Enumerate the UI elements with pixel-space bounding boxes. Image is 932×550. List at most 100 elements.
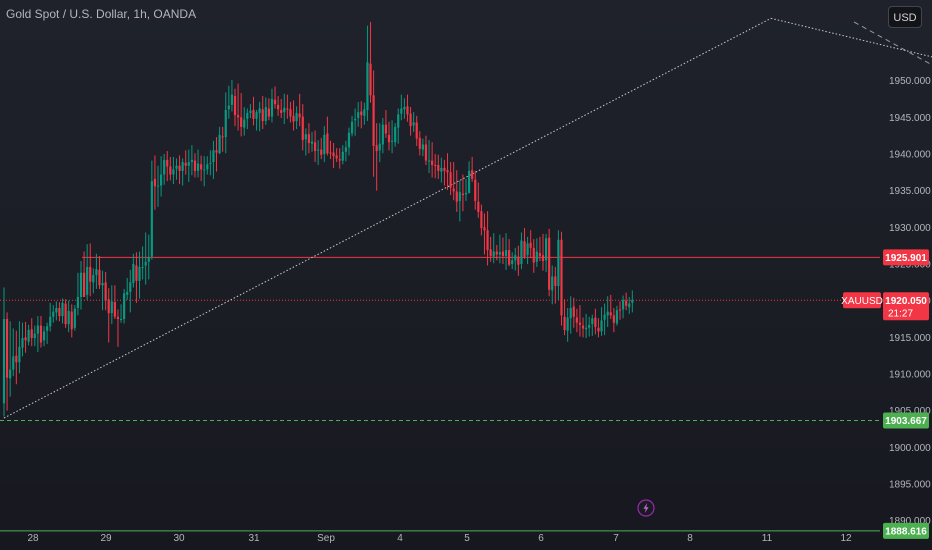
currency-button[interactable]: USD: [888, 6, 922, 28]
candle-body: [15, 356, 17, 363]
candle-body: [496, 252, 498, 255]
price-tag-label: 1903.667: [885, 416, 927, 427]
candle-body: [178, 166, 180, 171]
candle-body: [283, 108, 285, 112]
candle-body: [52, 312, 54, 317]
candle-body: [37, 326, 39, 334]
candle-body: [277, 105, 279, 109]
candle-body: [366, 62, 368, 110]
x-tick-label: 29: [100, 533, 112, 544]
candle-body: [169, 166, 171, 174]
candle-body: [428, 161, 430, 162]
candle-body: [622, 300, 624, 310]
candle-body: [28, 330, 30, 342]
candle-body: [388, 135, 390, 142]
candle-body: [591, 318, 593, 324]
candle-body: [163, 160, 165, 175]
symbol-tag-label: XAUUSD: [841, 296, 883, 307]
candle-body: [274, 100, 276, 104]
candle-body: [542, 255, 544, 261]
candle-body: [342, 152, 344, 161]
candle-body: [363, 109, 365, 116]
candle-body: [219, 135, 221, 153]
candle-body: [517, 257, 519, 265]
candle-body: [557, 240, 559, 286]
candle-body: [397, 114, 399, 127]
candle-body: [132, 264, 134, 283]
candle-body: [502, 252, 504, 256]
candle-body: [536, 252, 538, 262]
candle-body: [157, 186, 159, 187]
candle-body: [573, 307, 575, 317]
price-tag-label: 1925.901: [885, 253, 927, 264]
candle-body: [545, 238, 547, 260]
y-tick-label: 1900.000: [889, 443, 931, 454]
candle-body: [480, 211, 482, 228]
y-tick-label: 1895.000: [889, 480, 931, 491]
candle-body: [6, 319, 8, 378]
candles: [3, 22, 634, 417]
candle-body: [345, 147, 347, 151]
candle-body: [120, 319, 122, 320]
candle-body: [348, 133, 350, 148]
candle-body: [209, 163, 211, 164]
candle-body: [255, 112, 257, 119]
lightning-icon[interactable]: [638, 500, 654, 516]
x-tick-label: 7: [613, 533, 619, 544]
candle-body: [600, 320, 602, 331]
candle-body: [243, 120, 245, 128]
candle-body: [61, 303, 63, 316]
candle-body: [551, 276, 553, 290]
x-tick-label: Sep: [317, 533, 335, 544]
candle-body: [222, 136, 224, 137]
candle-body: [262, 109, 264, 121]
candle-body: [89, 267, 91, 282]
candle-body: [194, 161, 196, 171]
candle-body: [523, 241, 525, 256]
candle-body: [533, 248, 535, 263]
candle-body: [326, 133, 328, 153]
candle-body: [240, 117, 242, 127]
y-tick-label: 1930.000: [889, 223, 931, 234]
trend-line: [771, 18, 932, 322]
candle-body: [83, 273, 85, 297]
candle-body: [431, 161, 433, 165]
candle-body: [40, 326, 42, 343]
candle-body: [3, 319, 5, 403]
candle-body: [271, 99, 273, 117]
candle-body: [126, 292, 128, 295]
chart-title: Gold Spot / U.S. Dollar, 1h, OANDA: [6, 7, 196, 21]
candle-body: [305, 134, 307, 139]
candle-body: [108, 299, 110, 313]
candle-body: [9, 370, 11, 379]
price-tag-label: 1920.050: [885, 296, 927, 307]
candle-body: [231, 95, 233, 105]
candle-body: [514, 255, 516, 260]
candle-body: [151, 181, 153, 257]
x-tick-label: 4: [397, 533, 403, 544]
candle-body: [357, 112, 359, 118]
candle-body: [323, 135, 325, 154]
candle-body: [505, 250, 507, 256]
candle-body: [31, 329, 33, 338]
candle-body: [385, 125, 387, 134]
candle-body: [594, 318, 596, 328]
candle-body: [43, 331, 45, 340]
candle-body: [616, 310, 618, 323]
candle-body: [450, 172, 452, 187]
candle-body: [419, 138, 421, 149]
candle-body: [114, 302, 116, 317]
horizontal-lines: [0, 257, 880, 530]
y-tick-label: 1915.000: [889, 333, 931, 344]
candle-body: [582, 326, 584, 329]
time-axis: 28 29 30 31 Sep 4 5 6 7 8 11 12: [27, 533, 852, 544]
candle-body: [477, 202, 479, 212]
candle-body: [172, 169, 174, 174]
candle-body: [563, 317, 565, 330]
candle-body: [613, 315, 615, 322]
y-tick-label: 1935.000: [889, 186, 931, 197]
candle-body: [499, 252, 501, 254]
